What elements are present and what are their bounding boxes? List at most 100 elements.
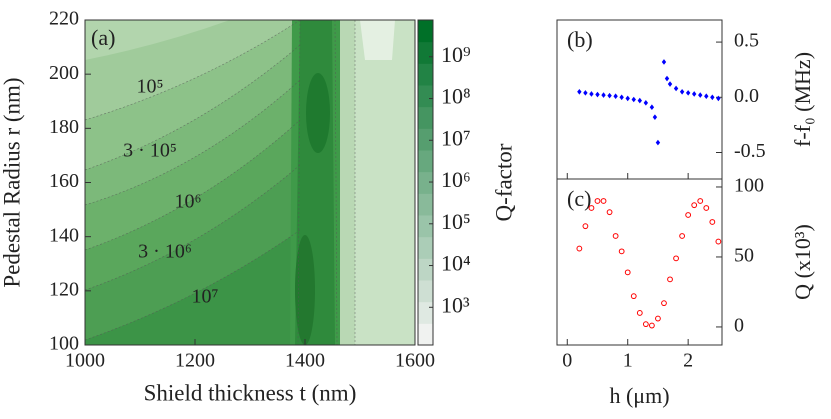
y-tick-label: 0: [734, 315, 744, 337]
point: [655, 139, 661, 146]
point: [583, 90, 588, 96]
point: [630, 293, 637, 300]
point: [667, 81, 673, 87]
point: [655, 315, 661, 322]
colorbar-tick-label: 10⁵: [441, 209, 471, 234]
point: [710, 94, 715, 101]
y-tick-label: 120: [49, 278, 79, 300]
colorbar-band: [418, 128, 433, 151]
x-tick-label: 1200: [175, 350, 215, 372]
point: [600, 198, 607, 204]
point: [576, 245, 583, 252]
plot-frame: [556, 178, 723, 346]
panel-label: (a): [91, 25, 115, 50]
point: [619, 94, 624, 101]
point: [606, 209, 613, 216]
colorbar-tick-label: 10³: [441, 292, 470, 317]
point: [613, 93, 618, 99]
panel-label: (b): [567, 27, 593, 52]
x-axis-label: h (μm): [609, 383, 669, 408]
point: [648, 322, 655, 329]
colorbar-band: [418, 106, 433, 129]
point: [715, 238, 722, 245]
x-tick-label: 1400: [285, 350, 325, 372]
y-tick-label: 0.5: [734, 30, 759, 52]
x-axis-label: Shield thickness t (nm): [144, 380, 357, 405]
y-tick-label: 140: [49, 224, 79, 246]
colorbar-band: [418, 215, 433, 238]
point: [679, 233, 686, 239]
y-tick-label: 200: [49, 62, 79, 84]
point: [709, 219, 716, 225]
colorbar-band: [418, 193, 433, 216]
y-tick-label: 0.0: [734, 85, 759, 107]
point: [582, 223, 589, 230]
colorbar-band: [418, 171, 433, 194]
point: [649, 104, 655, 111]
colorbar-tick-label: 10⁴: [441, 251, 471, 276]
y-axis-label: f-f₀ (MHz): [790, 52, 815, 147]
point: [685, 212, 692, 218]
contour-label: 3 · 10⁶: [138, 241, 192, 263]
point: [652, 114, 658, 120]
contour-label: 3 · 10⁵: [123, 140, 177, 162]
point: [612, 233, 619, 239]
point: [661, 300, 667, 307]
colorbar-band: [418, 150, 433, 173]
x-tick-label: 1000: [65, 350, 105, 372]
colorbar-band: [418, 280, 433, 303]
point: [703, 205, 710, 211]
colorbar-band: [418, 236, 433, 259]
y-axis-label: Pedestal Radius r (nm): [0, 77, 24, 287]
point: [698, 92, 703, 98]
y-tick-label: -0.5: [734, 140, 766, 162]
colorbar-band: [418, 258, 433, 281]
point: [691, 91, 697, 97]
point: [595, 91, 600, 98]
point: [624, 269, 631, 276]
x-tick-label: 0: [562, 350, 572, 372]
colorbar-tick-label: 10⁷: [441, 125, 471, 150]
point: [601, 92, 606, 98]
point: [679, 88, 685, 95]
point: [673, 85, 679, 92]
point: [588, 205, 595, 211]
point: [631, 96, 636, 103]
y-tick-label: 50: [734, 245, 754, 267]
colorbar-label: Q-factor: [491, 143, 516, 221]
x-tick-label: 1600: [395, 350, 435, 372]
point: [607, 92, 612, 99]
point: [704, 93, 709, 99]
point: [716, 95, 721, 102]
point: [642, 321, 649, 328]
colorbar-band: [418, 323, 433, 346]
colorbar-band: [418, 63, 433, 86]
point: [643, 100, 649, 106]
colorbar-band: [418, 20, 433, 43]
panel-label: (c): [567, 186, 591, 211]
y-tick-label: 100: [49, 333, 79, 355]
contour-label: 10⁶: [175, 191, 202, 213]
colorbar-band: [418, 85, 433, 108]
colorbar-band: [418, 301, 433, 324]
contour-label: 10⁵: [137, 76, 164, 98]
point: [673, 255, 679, 262]
colorbar-band: [418, 41, 433, 64]
point: [697, 198, 704, 204]
y-tick-label: 100: [734, 175, 764, 197]
y-tick-label: 220: [49, 8, 79, 30]
colorbar-tick-label: 10⁹: [441, 42, 471, 67]
point: [637, 97, 643, 104]
y-tick-label: 160: [49, 170, 79, 192]
point: [667, 276, 673, 283]
contour-field: [85, 20, 415, 345]
point: [618, 248, 625, 255]
y-axis-label: Q (x10³): [790, 224, 815, 300]
point: [577, 88, 582, 95]
point: [589, 91, 594, 97]
colorbar-tick-label: 10⁸: [441, 84, 471, 109]
point: [685, 90, 691, 96]
point: [625, 95, 630, 102]
x-tick-label: 1: [623, 350, 633, 372]
